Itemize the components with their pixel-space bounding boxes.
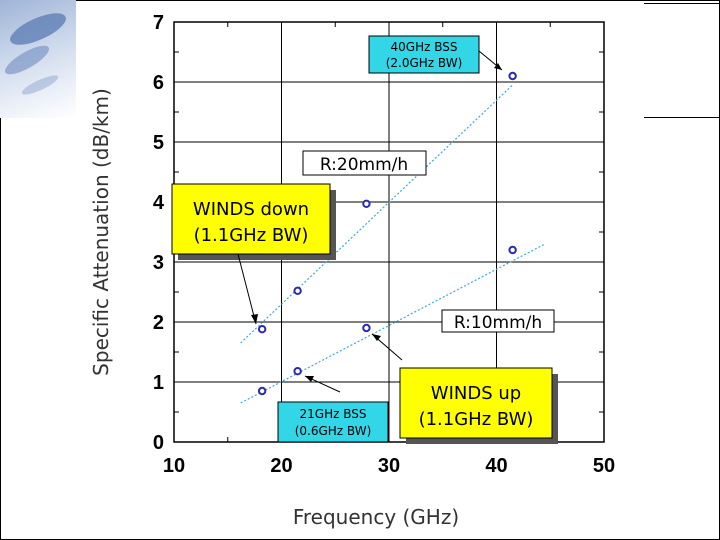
y-tick-label: 2 — [153, 312, 164, 334]
trend-line-series-1 — [240, 243, 546, 404]
y-tick-label: 3 — [153, 252, 164, 274]
annotation-winds-down: WINDS down (1.1GHz BW) — [171, 183, 336, 325]
data-point-series-0 — [508, 71, 517, 81]
series-label-r20: R:20mm/h — [302, 150, 427, 176]
y-tick-label: 7 — [153, 12, 164, 34]
x-tick-label: 40 — [485, 455, 507, 477]
data-point-series-1 — [508, 245, 517, 255]
y-tick-label: 6 — [153, 72, 164, 94]
x-tick-label: 10 — [163, 455, 185, 477]
svg-text:R:10mm/h: R:10mm/h — [454, 313, 542, 333]
svg-text:WINDS up: WINDS up — [431, 383, 521, 404]
svg-text:40GHz BSS: 40GHz BSS — [391, 40, 458, 54]
y-axis-title: Specific Attenuation (dB/km) — [89, 88, 113, 376]
y-tick-label: 0 — [153, 432, 164, 454]
annotation-21ghz-bss: 21GHz BSS (0.6GHz BW) — [277, 375, 389, 443]
data-point-series-0 — [293, 286, 302, 295]
svg-text:R:20mm/h: R:20mm/h — [320, 155, 408, 175]
data-point-series-1 — [362, 323, 371, 333]
data-point-series-1 — [293, 367, 302, 376]
svg-text:(1.1GHz BW): (1.1GHz BW) — [194, 225, 309, 246]
y-tick-label: 4 — [153, 192, 165, 214]
x-tick-label: 50 — [593, 455, 615, 477]
data-point-series-0 — [257, 325, 267, 334]
y-tick-label: 1 — [153, 372, 164, 394]
annotation-40ghz-bss: 40GHz BSS (2.0GHz BW) — [368, 35, 503, 74]
svg-text:(1.1GHz BW): (1.1GHz BW) — [419, 409, 534, 430]
right-rule-bottom — [644, 117, 720, 118]
data-point-series-0 — [362, 199, 371, 209]
svg-text:(2.0GHz BW): (2.0GHz BW) — [386, 56, 463, 70]
svg-text:(0.6GHz BW): (0.6GHz BW) — [295, 424, 372, 438]
data-point-series-1 — [257, 386, 267, 396]
series-label-r10: R:10mm/h — [441, 309, 555, 333]
svg-text:21GHz BSS: 21GHz BSS — [300, 407, 367, 421]
annotation-winds-up: WINDS up (1.1GHz BW) — [371, 333, 558, 444]
x-axis-title: Frequency (GHz) — [293, 505, 459, 529]
x-tick-label: 20 — [270, 455, 292, 477]
x-tick-label: 30 — [378, 455, 400, 477]
trend-line-series-0 — [240, 84, 514, 344]
svg-text:WINDS down: WINDS down — [193, 199, 309, 220]
right-rule-top — [644, 3, 720, 4]
corner-map-decoration — [0, 0, 76, 118]
y-tick-label: 5 — [153, 132, 164, 154]
